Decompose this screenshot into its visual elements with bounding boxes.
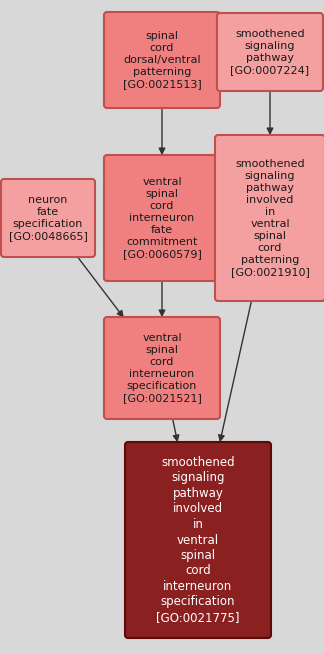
FancyBboxPatch shape <box>104 155 220 281</box>
FancyBboxPatch shape <box>125 442 271 638</box>
Text: smoothened
signaling
pathway
[GO:0007224]: smoothened signaling pathway [GO:0007224… <box>230 29 309 75</box>
FancyBboxPatch shape <box>104 12 220 108</box>
Text: ventral
spinal
cord
interneuron
specification
[GO:0021521]: ventral spinal cord interneuron specific… <box>122 333 202 403</box>
FancyBboxPatch shape <box>215 135 324 301</box>
FancyBboxPatch shape <box>217 13 323 91</box>
FancyBboxPatch shape <box>104 317 220 419</box>
Text: spinal
cord
dorsal/ventral
patterning
[GO:0021513]: spinal cord dorsal/ventral patterning [G… <box>122 31 202 89</box>
Text: smoothened
signaling
pathway
involved
in
ventral
spinal
cord
interneuron
specifi: smoothened signaling pathway involved in… <box>156 456 240 624</box>
FancyBboxPatch shape <box>1 179 95 257</box>
Text: neuron
fate
specification
[GO:0048665]: neuron fate specification [GO:0048665] <box>8 195 87 241</box>
Text: smoothened
signaling
pathway
involved
in
ventral
spinal
cord
patterning
[GO:0021: smoothened signaling pathway involved in… <box>231 159 309 277</box>
Text: ventral
spinal
cord
interneuron
fate
commitment
[GO:0060579]: ventral spinal cord interneuron fate com… <box>122 177 202 259</box>
